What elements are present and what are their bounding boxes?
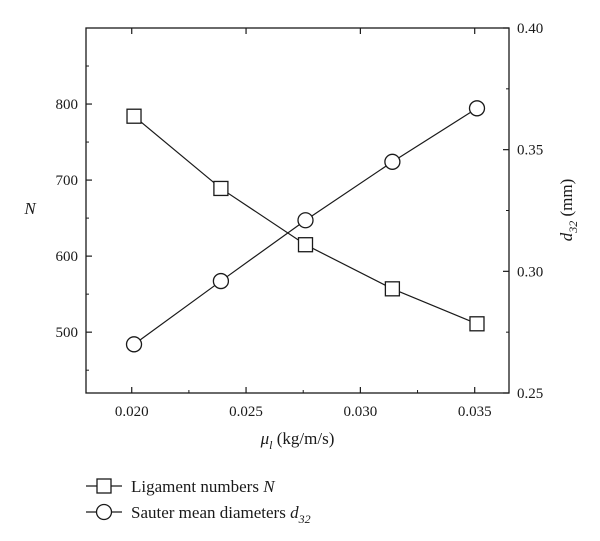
axis-ticks xyxy=(86,27,509,394)
data-point-square xyxy=(384,281,401,297)
legend-label-ligament-numbers-symbol: N xyxy=(262,477,276,496)
data-point-circle xyxy=(468,100,486,117)
data-point-square xyxy=(469,316,485,332)
x-axis-label-symbol: μ xyxy=(260,429,270,448)
legend-square-marker xyxy=(96,478,112,494)
y-left-tick-label: 700 xyxy=(56,173,79,189)
x-tick-label: 0.035 xyxy=(458,404,492,420)
plot-frame xyxy=(85,27,510,394)
legend-item-ligament-numbers: Ligament numbers N xyxy=(86,477,276,496)
data-point-square xyxy=(213,180,229,197)
data-point-circle xyxy=(297,212,314,229)
y-right-axis-label: d32 (mm) xyxy=(557,179,580,242)
data-point-circle xyxy=(384,153,401,170)
data-point-circle xyxy=(125,336,143,353)
y-right-tick-label: 0.35 xyxy=(517,143,543,159)
legend-label-sauter-mean-diameters-text: Sauter mean diameters xyxy=(131,503,290,522)
x-tick-label: 0.020 xyxy=(115,404,149,420)
x-axis-label: μl (kg/m/s) xyxy=(260,429,335,452)
data-point-square xyxy=(126,108,142,124)
y-left-tick-label: 800 xyxy=(56,97,79,113)
y-right-tick-label: 0.25 xyxy=(517,386,543,402)
legend-label-ligament-numbers-text: Ligament numbers xyxy=(131,477,263,496)
legend-label-sauter-mean-diameters-symbol: d xyxy=(290,503,299,522)
y-right-axis-label-symbol: d xyxy=(557,232,576,241)
legend-circle-marker xyxy=(95,503,113,521)
data-point-square xyxy=(297,237,314,253)
y-right-tick-label: 0.40 xyxy=(517,21,543,37)
data-point-circle xyxy=(212,272,230,290)
y-right-axis-label-subscript: 32 xyxy=(566,221,580,234)
y-right-tick-label: 0.30 xyxy=(517,264,543,280)
legend-label-sauter-mean-diameters-subscript: 32 xyxy=(298,512,311,526)
legend-label-ligament-numbers: Ligament numbers N xyxy=(131,477,276,496)
tick-labels: 0.020 0.025 0.030 0.035 500 600 700 800 0.25 0.30… xyxy=(56,21,544,420)
legend: Ligament numbers N Sauter mean diameters… xyxy=(86,477,311,526)
x-tick-label: 0.030 xyxy=(344,404,378,420)
x-tick-label: 0.025 xyxy=(229,404,263,420)
series-layer xyxy=(125,100,486,353)
y-left-axis-label: N xyxy=(23,199,37,218)
x-axis-label-subscript: l xyxy=(269,438,273,452)
y-left-tick-label: 600 xyxy=(56,249,79,265)
y-right-axis-label-unit: (mm) xyxy=(557,179,576,221)
legend-item-sauter-mean-diameters: Sauter mean diameters d32 xyxy=(86,503,311,526)
x-axis-label-unit: (kg/m/s) xyxy=(273,429,335,448)
y-left-tick-label: 500 xyxy=(56,325,79,341)
legend-label-sauter-mean-diameters: Sauter mean diameters d32 xyxy=(131,503,311,526)
